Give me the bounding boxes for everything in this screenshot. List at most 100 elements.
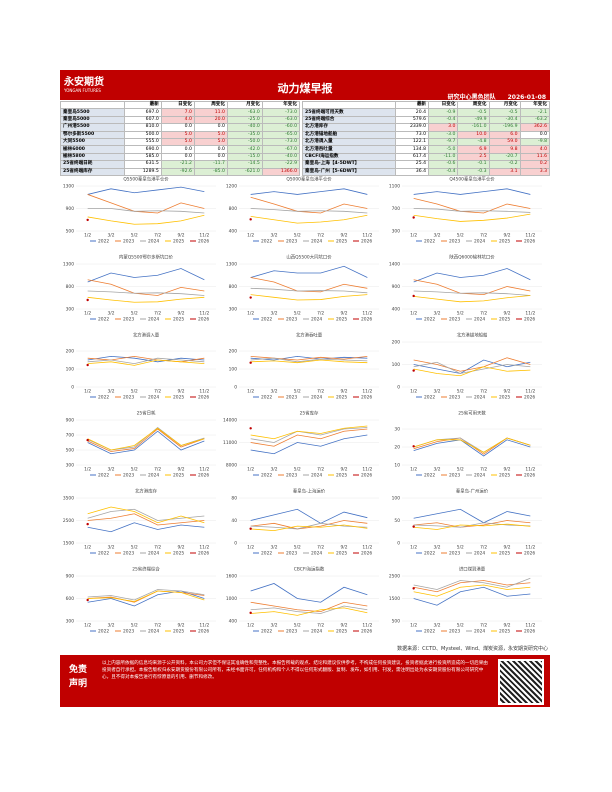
cell: 0.0: [193, 145, 228, 154]
cell: -25.0: [226, 115, 263, 125]
x-tick-label: 9/2: [177, 545, 184, 551]
x-tick-label: 7/2: [317, 233, 324, 239]
row-name: 榆林6000: [60, 145, 125, 154]
series-line: [250, 508, 368, 524]
cell: -49.9: [457, 115, 490, 125]
legend-label: 2025: [336, 317, 347, 323]
cell: 585.0: [123, 152, 162, 162]
cell: -5.0: [428, 145, 459, 154]
x-tick-label: 1/2: [84, 467, 91, 473]
disclaimer-label: 免责声明: [68, 665, 87, 689]
team: 研究中心黑色团队: [447, 94, 496, 101]
series-point: [86, 522, 89, 526]
cell: 0.0: [193, 123, 228, 132]
legend-label: 2022: [424, 473, 435, 479]
series-line: [413, 295, 531, 303]
legend-label: 2024: [148, 317, 159, 323]
series-line: [413, 439, 531, 457]
series-point: [249, 527, 252, 530]
y-tick-label: 1400: [389, 262, 400, 268]
cell: -4.8: [457, 137, 490, 147]
series-line: [250, 356, 368, 361]
row: 鄂尔多斯5500 500.0 5.0 5.0 -35.0 -65.0: [60, 130, 301, 139]
cell: -42.0: [226, 145, 263, 154]
x-tick-label: 1/2: [84, 389, 91, 395]
row-name: 北方港吞吐量: [301, 145, 397, 154]
chart-title: 内蒙Q5500鄂尔多斯坑口价: [119, 254, 174, 261]
cell: 362.6: [519, 123, 551, 132]
logo-en: YONGAN FUTURES: [64, 88, 101, 93]
legend-label: 2024: [311, 317, 322, 323]
legend-label: 2026: [524, 629, 535, 635]
x-tick-label: 11/2: [199, 467, 209, 473]
legend-label: 2024: [474, 395, 485, 401]
legend-label: 2023: [123, 551, 134, 557]
legend-label: 2025: [336, 395, 347, 401]
legend-label: 2024: [474, 239, 485, 245]
x-tick-label: 11/2: [525, 623, 535, 629]
cell: 0.0: [160, 152, 195, 162]
series-line: [413, 279, 531, 296]
cell: 697.0: [123, 108, 162, 117]
x-tick-label: 3/2: [270, 545, 277, 551]
legend-label: 2025: [499, 629, 510, 635]
legend-label: 2025: [336, 239, 347, 245]
row: CBCFI海运指数 617.4 -11.0 2.5 -20.7 11.6: [301, 152, 551, 162]
x-tick-label: 5/2: [131, 389, 138, 395]
chart-title: Q5500秦皇岛港平仓价: [123, 176, 169, 183]
x-tick-label: 9/2: [340, 389, 347, 395]
series-line: [87, 428, 205, 452]
x-tick-label: 1/2: [410, 233, 417, 239]
series-line: [250, 607, 368, 616]
row: 秦皇岛5000 607.0 4.0 20.0 -25.0 -63.0: [60, 115, 301, 125]
x-tick-label: 11/2: [525, 545, 535, 551]
cell: 1366.0: [261, 167, 301, 176]
cell: -85.0: [193, 167, 228, 176]
series-line: [413, 522, 531, 528]
legend-label: 2023: [449, 629, 460, 635]
chart-title: Q4500秦皇岛港平仓价: [449, 176, 495, 183]
logo: 永安期货 YONGAN FUTURES: [64, 73, 104, 93]
series-line: [413, 508, 531, 524]
cell: -60.0: [261, 123, 301, 132]
y-tick-label: 300: [66, 619, 75, 625]
x-tick-label: 5/2: [131, 233, 138, 239]
y-tick-label: 800: [229, 284, 238, 290]
series-line: [250, 359, 368, 364]
legend-label: 2025: [173, 395, 184, 401]
col-header: 周变化: [193, 100, 228, 110]
row-name: 大同5500: [60, 137, 125, 147]
legend-label: 2026: [361, 551, 372, 557]
series-point: [412, 587, 415, 590]
chart-title: Q5000秦皇岛港平仓价: [286, 176, 332, 183]
title: 动力煤早报: [277, 82, 333, 95]
y-tick-label: 0: [397, 541, 400, 547]
series-line: [87, 279, 205, 296]
legend-label: 2022: [98, 239, 109, 245]
legend-label: 2022: [261, 239, 272, 245]
legend-label: 2026: [524, 473, 535, 479]
legend-label: 2023: [449, 551, 460, 557]
cell: 134.8: [395, 145, 430, 154]
x-tick-label: 3/2: [107, 467, 114, 473]
chart-title: 北方港吞吐量: [296, 332, 323, 339]
x-tick-label: 3/2: [433, 311, 440, 317]
series-line: [87, 186, 205, 195]
chart-title: 秦皇岛-广州运价: [456, 488, 489, 495]
y-tick-label: 2500: [63, 518, 74, 524]
col-header: 日变化: [428, 100, 459, 110]
legend-label: 2022: [424, 629, 435, 635]
series-line: [413, 366, 531, 377]
cell: 631.5: [123, 160, 162, 169]
x-tick-label: 5/2: [457, 233, 464, 239]
series-line: [413, 437, 531, 453]
x-tick-label: 7/2: [480, 311, 487, 317]
cell: -20.7: [488, 152, 521, 162]
legend-label: 2026: [524, 317, 535, 323]
legend-label: 2023: [449, 473, 460, 479]
series-line: [87, 359, 205, 366]
x-tick-label: 1/2: [84, 545, 91, 551]
row: 25省终端库存 1289.5 -92.6 -85.0 -621.0 1366.0: [60, 167, 301, 176]
x-tick-label: 11/2: [362, 623, 372, 629]
x-tick-label: 7/2: [154, 467, 161, 473]
